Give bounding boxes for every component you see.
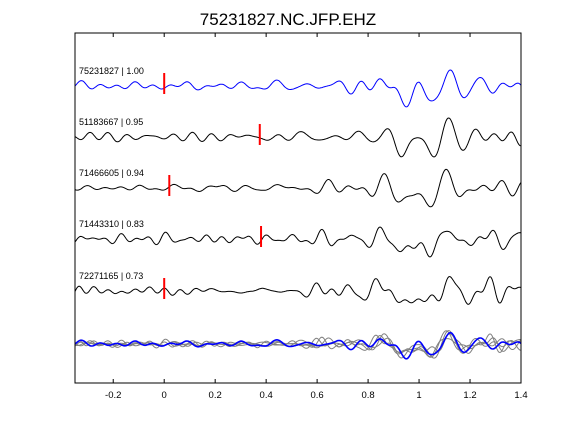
axes-group: -0.2 0 0.2 0.4 0.6 0.8 1 1.2 1.4 [105,33,528,401]
trace-line [74,117,522,158]
trace-line [74,69,522,108]
trace-label: 71466605 | 0.94 [79,168,144,178]
x-tick-label: 0.8 [361,390,374,401]
stacked-overlay-group [74,330,522,360]
x-tick-label: 1 [416,390,421,401]
x-tick-label: 0.6 [311,390,324,401]
x-tick-label: 1.2 [463,390,476,401]
trace-label: 72271165 | 0.73 [79,271,143,281]
trace-line [74,226,522,258]
trace-label: 75231827 | 1.00 [79,66,144,76]
plot-frame [74,32,522,384]
x-tick-label: 0.4 [260,390,273,401]
trace-label: 71443310 | 0.83 [79,219,144,229]
traces-group: 75231827 | 1.00 51183667 | 0.95 71466605 |… [74,66,522,305]
x-tick-label: 0.2 [209,390,222,401]
stacked-trace-line [74,331,522,360]
x-tick-label: 1.4 [514,390,527,401]
trace-line [74,276,522,305]
trace-label: 51183667 | 0.95 [79,117,143,127]
trace-line [74,168,522,208]
x-tick-label: 0 [162,390,167,401]
chart-title: 75231827.NC.JFP.EHZ [200,10,376,29]
x-tick-label: -0.2 [105,390,121,401]
